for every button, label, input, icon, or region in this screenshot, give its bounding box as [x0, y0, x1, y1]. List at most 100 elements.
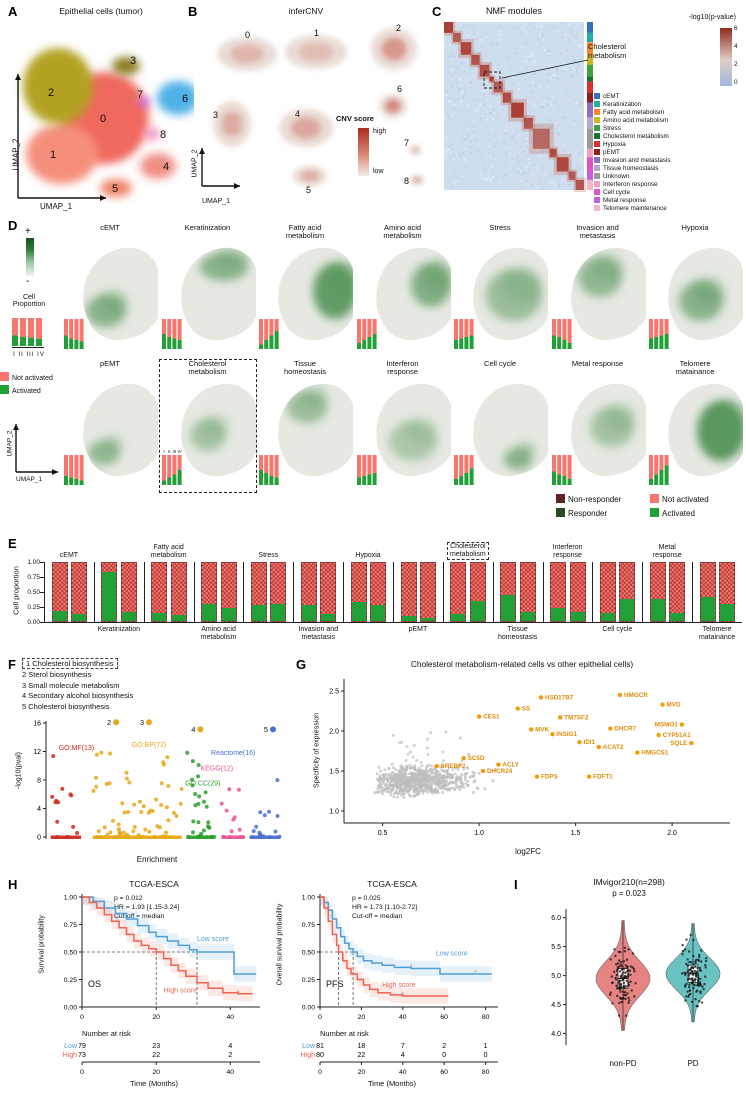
- module-title: pEMT: [99, 359, 120, 368]
- risk-count: 18: [358, 1043, 366, 1050]
- module-umap: [161, 247, 256, 349]
- background-point: [467, 752, 470, 756]
- heatmap-noise: [511, 128, 514, 131]
- proportion-bar-top: [274, 319, 279, 331]
- heatmap-noise: [514, 143, 517, 146]
- heatmap-noise: [480, 62, 483, 64]
- legend-swatch: [594, 109, 600, 115]
- heatmap-noise: [506, 56, 509, 59]
- gfx-g: [83, 247, 158, 341]
- enrichment-point: [254, 824, 259, 829]
- stacked-bar: [599, 562, 616, 622]
- background-point: [473, 779, 477, 783]
- enrichment-point: [250, 835, 255, 839]
- heatmap-noise: [454, 71, 457, 74]
- jitter-point: [626, 992, 629, 995]
- heatmap-noise: [569, 183, 572, 186]
- heatmap-noise: [489, 186, 492, 189]
- cnv-tint-5: [300, 170, 320, 182]
- scale-plus: +: [25, 226, 31, 237]
- jitter-point: [691, 966, 694, 969]
- enrichment-point: [60, 786, 65, 791]
- cnv-tint-7: [411, 147, 419, 153]
- stacked-bar: [569, 562, 586, 622]
- background-point: [423, 775, 427, 779]
- jitter-point: [685, 938, 688, 941]
- proportion-bar-bottom: [649, 479, 653, 485]
- heatmap-noise: [563, 63, 566, 66]
- enrichment-point: [126, 810, 131, 815]
- proportion-bar-top: [161, 319, 166, 334]
- heatmap-block: [511, 102, 524, 118]
- heatmap-noise: [490, 179, 492, 182]
- module-title: Stress: [489, 223, 511, 232]
- jitter-point: [619, 963, 622, 966]
- background-point: [399, 783, 403, 786]
- heatmap-noise: [573, 62, 576, 64]
- cnv-tint-0: [230, 44, 264, 64]
- heatmap-noise: [548, 54, 551, 57]
- item: Fatty acid metabolism: [150, 544, 187, 560]
- heatmap-noise: [530, 159, 533, 162]
- heatmap-noise: [548, 93, 551, 96]
- cluster-blob-8: [144, 128, 160, 140]
- background-point: [454, 766, 458, 770]
- module-strip: [587, 102, 593, 118]
- heatmap-noise: [455, 122, 458, 125]
- heatmap-noise: [451, 115, 453, 118]
- background-point: [491, 779, 495, 783]
- background-point: [403, 767, 407, 771]
- heatmap-noise: [458, 129, 461, 132]
- panel-i-title: IMvigor210(n=298): [593, 877, 665, 887]
- background-point: [421, 792, 425, 795]
- cnv-label-5: 5: [306, 185, 311, 194]
- proportion-bar-top: [69, 319, 74, 339]
- legend-swatch: [594, 173, 600, 179]
- jitter-point: [699, 991, 702, 995]
- background-point: [464, 782, 468, 785]
- gene-label: ACLY: [502, 762, 519, 769]
- violin-categories: non-PD PD: [512, 1059, 746, 1073]
- jitter-point: [627, 996, 630, 1000]
- enrichment-point: [123, 834, 128, 838]
- heatmap-noise: [475, 170, 478, 173]
- background-point: [440, 780, 444, 784]
- legend-swatch: [594, 149, 600, 155]
- module-umap: [649, 383, 743, 485]
- proportion-bar-top: [556, 319, 561, 337]
- item: 3 Small molecule metabolism: [22, 680, 120, 690]
- enrichment-point: [275, 814, 280, 818]
- background-point: [426, 790, 430, 794]
- activated-segment: [152, 613, 167, 621]
- risk-row-label: Low: [64, 1043, 78, 1050]
- cnv-label-7: 7: [404, 138, 409, 148]
- jitter-point: [695, 990, 698, 993]
- heatmap-noise: [463, 24, 466, 27]
- risk-count: 4: [228, 1043, 232, 1050]
- proportion-bar-top: [567, 319, 572, 343]
- heatmap-noise: [494, 69, 497, 72]
- proportion-bar-bottom: [264, 340, 269, 349]
- panel-label-g: G: [296, 657, 307, 672]
- y-tick: 0.25: [64, 977, 77, 984]
- background-point: [436, 784, 440, 788]
- heatmap-noise: [569, 156, 572, 159]
- background-point: [466, 779, 470, 783]
- gene-point: [528, 726, 534, 733]
- heatmap-noise: [517, 160, 520, 163]
- heatmap-block: [471, 54, 480, 65]
- jitter-point: [617, 981, 621, 984]
- group-label: Cell cycle: [592, 626, 642, 634]
- jitter-point: [692, 987, 695, 990]
- background-point: [413, 787, 417, 791]
- proportion-bar-bottom: [79, 341, 84, 349]
- jitter-point: [697, 978, 700, 981]
- heatmap-noise: [572, 66, 574, 69]
- jitter-point: [698, 966, 702, 970]
- legend-swatch: [594, 117, 600, 123]
- heatmap-noise: [577, 134, 579, 137]
- enrichment-point: [50, 794, 55, 799]
- censor-mark: +: [341, 956, 344, 962]
- background-point: [408, 763, 412, 767]
- stacked-bar: [250, 562, 267, 622]
